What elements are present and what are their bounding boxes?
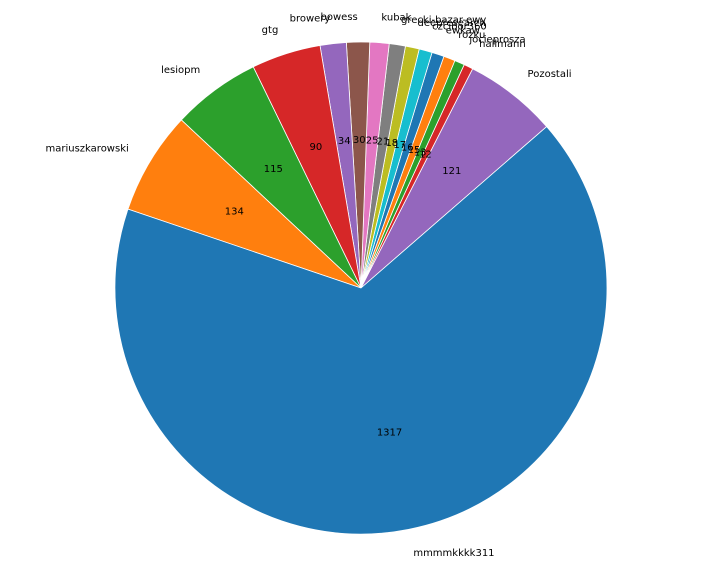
slice-value-gtg: 90 bbox=[310, 142, 323, 153]
slice-label-browery: browery bbox=[290, 14, 331, 25]
slice-label-hallmann: hallmann bbox=[479, 39, 526, 50]
slice-label-rozku: rozku bbox=[458, 30, 485, 41]
slice-value-hallmann: 12 bbox=[419, 150, 432, 161]
slice-label-bowess: bowess bbox=[321, 12, 358, 23]
slice-name-labels: Pozostali hallmannjocieproszarozkuewkawcz… bbox=[46, 12, 572, 559]
slice-value-bowess: 30 bbox=[353, 135, 366, 146]
slice-value-rozku: 15 bbox=[408, 145, 421, 156]
slice-value-kubak: 25 bbox=[366, 135, 379, 146]
slice-value-jocieprosza: 13 bbox=[414, 147, 427, 158]
slice-label-czcibor360: czcibor360 bbox=[432, 21, 487, 32]
slice-label-mmmmkkkk311: mmmmkkkk311 bbox=[413, 548, 494, 559]
slice-label-mariuszkarowski: mariuszkarowski bbox=[46, 144, 129, 155]
pie-slice-mariuszkarowski bbox=[127, 119, 362, 289]
slice-value-browery: 34 bbox=[338, 136, 351, 147]
slice-label-lesiopm: lesiopm bbox=[161, 65, 200, 76]
slice-label-deepresearch: deepresearch bbox=[418, 18, 486, 29]
slice-value-mariuszkarowski: 134 bbox=[225, 207, 244, 218]
slice-value-ewkaw: 16 bbox=[401, 142, 414, 153]
slice-value-lesiopm: 115 bbox=[264, 164, 283, 175]
slice-value-deepresearch: 18 bbox=[385, 138, 398, 149]
slice-label-grecki-bazar-ewy: grecki-bazar-ewy bbox=[401, 15, 486, 26]
slice-value-grecki-bazar-ewy: 21 bbox=[376, 137, 389, 148]
slice-value-pozostali: 121 bbox=[442, 166, 461, 177]
slice-label-gtg: gtg bbox=[262, 25, 279, 36]
slice-label-jocieprosza: jocieprosza bbox=[468, 35, 525, 46]
pie-slices bbox=[114, 41, 608, 535]
pie-slice-mmmmkkkk311 bbox=[114, 126, 608, 535]
slice-label-pozostali: Pozostali bbox=[528, 69, 572, 80]
slice-value-czcibor360: 17 bbox=[393, 140, 406, 151]
slice-label-ewkaw: ewkaw bbox=[446, 26, 480, 37]
slice-value-mmmmkkkk311: 1317 bbox=[377, 427, 402, 438]
slice-label-kubak: kubak bbox=[381, 13, 411, 24]
